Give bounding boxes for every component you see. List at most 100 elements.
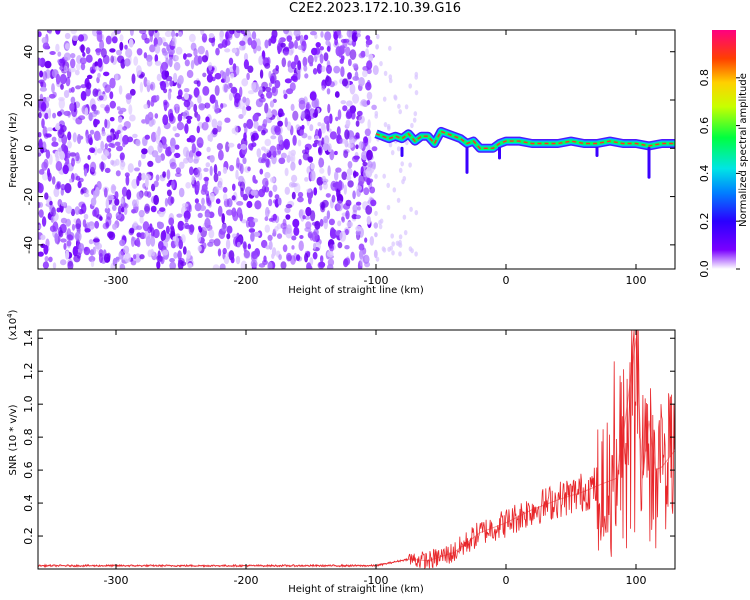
noise-blob bbox=[252, 113, 259, 122]
noise-blob bbox=[211, 38, 216, 47]
noise-blob bbox=[355, 120, 360, 127]
noise-blob bbox=[334, 150, 338, 156]
noise-blob bbox=[133, 56, 139, 66]
noise-blob bbox=[55, 43, 60, 52]
noise-blob bbox=[201, 197, 205, 206]
noise-blob bbox=[111, 36, 118, 44]
noise-blob bbox=[268, 190, 273, 198]
noise-blob bbox=[334, 38, 338, 46]
noise-blob bbox=[342, 203, 351, 210]
noise-blob bbox=[291, 235, 297, 241]
colorbar-tick-label: 0.8 bbox=[698, 69, 711, 87]
noise-blob bbox=[167, 195, 174, 206]
noise-blob bbox=[128, 38, 134, 48]
noise-blob bbox=[264, 138, 272, 147]
noise-blob bbox=[52, 112, 57, 119]
noise-blob bbox=[280, 261, 287, 269]
noise-blob bbox=[305, 206, 312, 217]
noise-blob bbox=[221, 223, 228, 232]
noise-blob bbox=[378, 224, 383, 230]
noise-blob bbox=[230, 72, 235, 79]
noise-blob bbox=[54, 124, 61, 131]
noise-blob bbox=[134, 167, 140, 172]
noise-blob bbox=[231, 195, 236, 201]
noise-blob bbox=[118, 205, 122, 215]
noise-blob bbox=[218, 149, 224, 161]
noise-blob bbox=[131, 73, 136, 84]
noise-blob bbox=[106, 212, 113, 220]
noise-blob bbox=[371, 146, 378, 152]
noise-blob bbox=[123, 245, 130, 254]
noise-blob bbox=[49, 51, 56, 55]
noise-blob bbox=[367, 160, 373, 169]
noise-blob bbox=[146, 80, 151, 86]
noise-blob bbox=[214, 72, 222, 80]
noise-blob bbox=[364, 254, 370, 263]
noise-blob bbox=[83, 213, 89, 220]
noise-blob bbox=[264, 102, 269, 114]
noise-blob bbox=[261, 239, 268, 249]
noise-blob bbox=[297, 139, 302, 147]
noise-blob bbox=[173, 152, 181, 159]
noise-blob bbox=[109, 100, 117, 109]
noise-blob bbox=[260, 158, 266, 164]
snr-x-ticks: -300 -200 -100 0 100 bbox=[104, 330, 647, 587]
noise-blob bbox=[349, 83, 356, 95]
noise-blob bbox=[396, 146, 401, 152]
noise-blob bbox=[307, 135, 312, 140]
noise-blob bbox=[230, 86, 238, 94]
noise-blob bbox=[66, 234, 74, 241]
noise-blob bbox=[141, 32, 148, 41]
noise-blob bbox=[160, 80, 167, 91]
noise-blob bbox=[225, 239, 231, 250]
noise-blob bbox=[222, 186, 228, 193]
noise-blob bbox=[162, 50, 168, 56]
noise-blob bbox=[191, 143, 196, 154]
noise-blob bbox=[104, 167, 111, 174]
noise-blob bbox=[256, 148, 262, 158]
noise-blob bbox=[400, 161, 405, 167]
noise-blob bbox=[54, 232, 59, 244]
noise-blob bbox=[39, 87, 48, 92]
noise-blob bbox=[186, 53, 193, 58]
noise-blob bbox=[343, 38, 350, 43]
noise-blob bbox=[316, 176, 324, 186]
noise-blob bbox=[343, 150, 349, 159]
noise-blob bbox=[243, 35, 249, 41]
noise-blob bbox=[158, 240, 164, 251]
noise-blob bbox=[218, 177, 223, 187]
noise-blob bbox=[291, 191, 296, 200]
noise-blob bbox=[178, 187, 185, 198]
noise-blob bbox=[162, 171, 167, 178]
noise-blob bbox=[172, 236, 177, 242]
noise-blob bbox=[353, 135, 361, 140]
noise-blob bbox=[312, 251, 318, 260]
noise-blob bbox=[307, 231, 313, 239]
spectrogram-frame bbox=[37, 29, 676, 270]
noise-blob bbox=[58, 230, 64, 238]
noise-blob bbox=[352, 204, 358, 213]
noise-blob bbox=[226, 225, 233, 234]
noise-blob bbox=[70, 58, 76, 69]
noise-blob bbox=[297, 70, 301, 80]
noise-blob bbox=[237, 143, 242, 150]
noise-blob bbox=[204, 102, 211, 109]
noise-blob bbox=[189, 33, 196, 43]
noise-blob bbox=[51, 136, 57, 142]
noise-blob bbox=[321, 199, 329, 208]
noise-blob bbox=[232, 183, 236, 191]
noise-blob bbox=[257, 125, 263, 132]
noise-blob bbox=[355, 214, 361, 220]
noise-blob bbox=[362, 65, 370, 72]
noise-blob bbox=[268, 70, 272, 79]
noise-blob bbox=[364, 261, 371, 268]
noise-blob bbox=[183, 210, 191, 220]
noise-blob bbox=[52, 262, 57, 269]
noise-blob bbox=[304, 215, 311, 220]
noise-blob bbox=[201, 121, 209, 131]
noise-blob bbox=[297, 45, 304, 50]
noise-blob bbox=[143, 103, 149, 110]
noise-blob bbox=[264, 224, 270, 233]
noise-blob bbox=[104, 207, 111, 214]
